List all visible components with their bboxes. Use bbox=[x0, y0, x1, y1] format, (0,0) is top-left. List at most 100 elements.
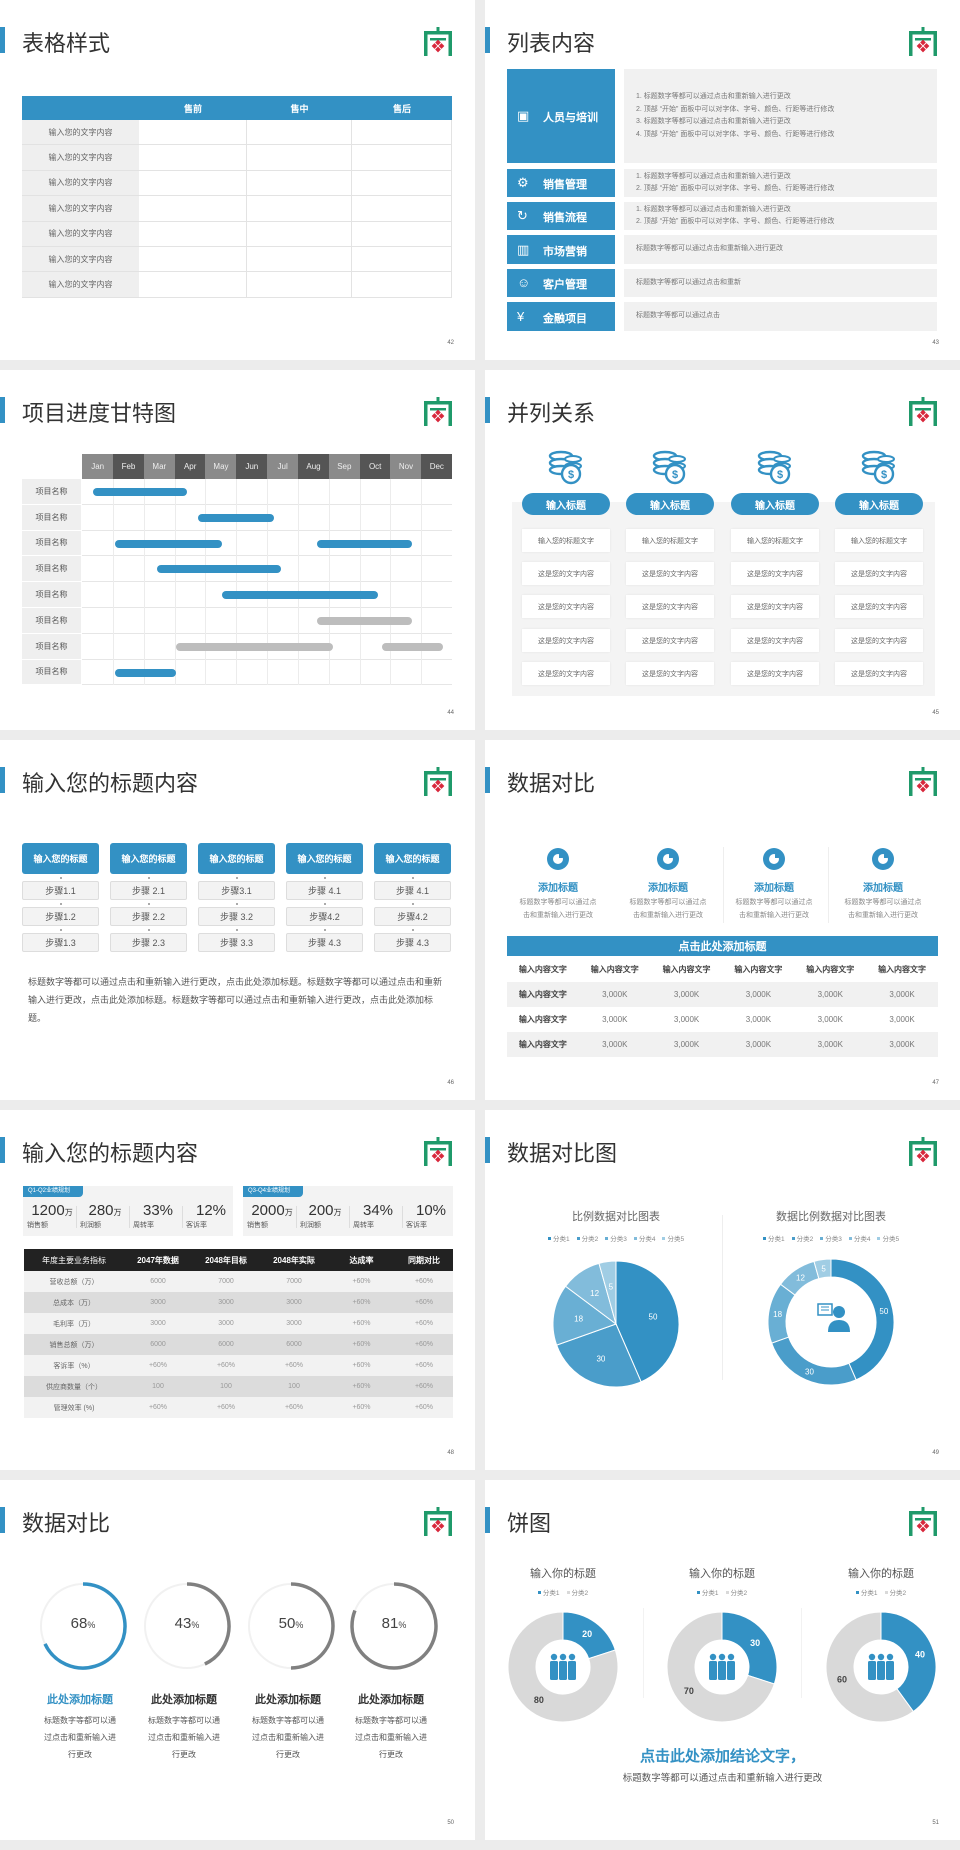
table-header-cell: 输入内容文字 bbox=[878, 964, 927, 974]
legend-swatch bbox=[696, 1590, 700, 1594]
data-label: 18 bbox=[574, 1314, 583, 1323]
slide-43[interactable]: 列表内容 43 ▣ 人员与培训 1. 标题数字等都可以通过点击和重新输入进行更改 2. 顶… bbox=[485, 0, 960, 360]
column-cell: 输入您的标题文字 bbox=[835, 529, 923, 552]
detail-line: 2. 顶部 “开始” 面板中可以对字体、字号、颜色、行距等进行修改 bbox=[636, 185, 835, 192]
conclusion-heading: 点击此处添加结论文字， bbox=[639, 1747, 805, 1765]
data-label: 50 bbox=[879, 1307, 888, 1316]
pie-slice-分类1 bbox=[615, 1260, 680, 1383]
column-cell: 输入您的标题文字 bbox=[522, 529, 610, 552]
legend-item: 分类1 bbox=[547, 1233, 570, 1243]
team-icon bbox=[868, 1653, 894, 1680]
gantt-grid-line bbox=[143, 479, 145, 686]
chart-legend: 分类1 分类2 bbox=[523, 1587, 603, 1597]
step-connector bbox=[148, 903, 150, 905]
table-row-label: 毛利率（万） bbox=[24, 1313, 124, 1334]
pie-chart-icon bbox=[657, 848, 679, 870]
table-cell bbox=[139, 145, 247, 171]
slide-51[interactable]: 饼图 51 输入你的标题 分类1 分类2 20 80 输入你的标题 分类1 分类2 30 70 输入你的… bbox=[485, 1480, 960, 1840]
table-cell bbox=[352, 120, 452, 146]
slide-45[interactable]: 并列关系 45 $ 输入标题 输入您的标题文字 这是您的文字内容 这是您的文字内容 这是您的文… bbox=[485, 370, 960, 730]
user-gear-icon: ⚙ bbox=[517, 175, 529, 190]
kpi-divider bbox=[296, 1206, 297, 1228]
gantt-month-header: Nov bbox=[390, 454, 422, 479]
feature-divider bbox=[723, 847, 724, 923]
legend-swatch bbox=[762, 1236, 766, 1240]
coins-dollar-icon: $ bbox=[652, 450, 686, 485]
progress-number: 50 bbox=[278, 1615, 296, 1632]
list-item-3: ↻ 销售流程 bbox=[507, 202, 615, 230]
table-cell: +60% bbox=[395, 1292, 453, 1313]
slide-title: 数据对比图 bbox=[507, 1141, 618, 1166]
feature-title: 添加标题 bbox=[863, 882, 903, 894]
legend-item: 分类5 bbox=[877, 1233, 899, 1243]
legend-swatch bbox=[855, 1590, 859, 1594]
progress-unit: % bbox=[398, 1620, 407, 1630]
donut-chart: 30 70 bbox=[666, 1611, 778, 1723]
column-cell: 这是您的文字内容 bbox=[835, 662, 923, 685]
step-column-title: 输入您的标题 bbox=[286, 843, 363, 874]
legend-label: 分类4 bbox=[853, 1236, 871, 1243]
legend-label: 分类1 bbox=[552, 1236, 570, 1243]
chart-legend: 分类1 分类2 bbox=[841, 1587, 921, 1597]
table-header-cell: 售后 bbox=[352, 96, 452, 120]
slide-48[interactable]: 输入您的标题内容 48 Q1-Q2业绩规划 1200万 销售额 280万 利润额 33% 周转率… bbox=[0, 1110, 475, 1470]
list-item-5: ☺ 客户管理 bbox=[507, 269, 615, 297]
column-cell: 这是您的文字内容 bbox=[522, 629, 610, 652]
table-cell: 3,000K bbox=[817, 1015, 843, 1024]
table-cell bbox=[352, 272, 452, 298]
data-label: 12 bbox=[590, 1289, 599, 1298]
slide-44[interactable]: 项目进度甘特图 44 Jan Feb Mar Apr May Jun Jul Aug Sep Oct N… bbox=[0, 370, 475, 730]
list-item-4: ▥ 市场营销 bbox=[507, 235, 615, 264]
slide-title: 项目进度甘特图 bbox=[22, 401, 177, 426]
table-header-cell: 2048年目标 bbox=[192, 1249, 260, 1271]
gantt-bar bbox=[156, 565, 281, 574]
list-item-label: 销售流程 bbox=[543, 212, 587, 224]
kpi-label: 销售额 bbox=[27, 1222, 48, 1229]
progress-number: 43 bbox=[174, 1615, 192, 1632]
detail-line: 3. 标题数字等都可以通过点击和重新输入进行更改 bbox=[636, 118, 791, 125]
feature-title: 添加标题 bbox=[538, 882, 578, 894]
slide-47[interactable]: 数据对比 47 添加标题 标题数字等都可以通过点击和重新输入进行更改 添加标题 标题数字等… bbox=[485, 740, 960, 1100]
list-item-label: 客户管理 bbox=[543, 279, 587, 291]
legend-item: 分类4 bbox=[633, 1233, 655, 1243]
table-cell: 7000 bbox=[192, 1271, 260, 1292]
data-label: 60 bbox=[837, 1675, 847, 1685]
kpi-label: 周转率 bbox=[133, 1222, 154, 1229]
slide-46[interactable]: 输入您的标题内容 46 输入您的标题 步骤1.1 步骤1.2 步骤1.3 输入您的标题 步骤 … bbox=[0, 740, 475, 1100]
legend-item: 分类3 bbox=[820, 1233, 842, 1243]
table-cell bbox=[139, 272, 247, 298]
gantt-row-label: 项目名称 bbox=[22, 479, 81, 505]
step-box: 步骤 4.3 bbox=[374, 933, 451, 952]
pie-slice-分类1 bbox=[830, 1258, 895, 1381]
table-row-label: 总成本（万） bbox=[24, 1292, 124, 1313]
logo-icon bbox=[909, 397, 937, 426]
table-cell: 3000 bbox=[124, 1292, 192, 1313]
table-row-label: 输入您的文字内容 bbox=[22, 247, 139, 273]
page-number: 43 bbox=[932, 340, 939, 346]
page-number: 42 bbox=[447, 340, 454, 346]
column-cell: 这是您的文字内容 bbox=[835, 562, 923, 585]
title-accent-bar bbox=[485, 1137, 490, 1163]
detail-line: 标题数字等都可以通过点击和重新 bbox=[636, 278, 741, 286]
table-cell: 3000 bbox=[124, 1313, 192, 1334]
table-cell: +60% bbox=[328, 1292, 395, 1313]
slide-42[interactable]: 表格样式 42 售前 售中 售后 输入您的文字内容 输入您的文字内容 输入您的文字内容 输入您的… bbox=[0, 0, 475, 360]
legend-swatch bbox=[662, 1236, 666, 1240]
step-connector bbox=[236, 877, 238, 879]
legend-swatch bbox=[877, 1236, 881, 1240]
gantt-grid-line bbox=[328, 479, 330, 686]
gantt-month-header: May bbox=[205, 454, 237, 479]
slide-50[interactable]: 数据对比 50 68% 此处添加标题 标题数字等都可以通过点击和重新输入进行更改 43% 此… bbox=[0, 1480, 475, 1840]
table-header-cell: 年度主要业务指标 bbox=[24, 1249, 124, 1271]
panel-tag: Q1-Q2业绩规划 bbox=[23, 1186, 83, 1197]
table-row-label: 供应商数量（个） bbox=[24, 1376, 124, 1397]
step-connector bbox=[60, 929, 62, 931]
kpi-divider bbox=[76, 1206, 77, 1228]
column-cell: 这是您的文字内容 bbox=[731, 629, 819, 652]
slide-49[interactable]: 数据对比图 49 比例数据对比图表 数据比例数据对比图表 分类1 分类2 分类3 分类4 分类5… bbox=[485, 1110, 960, 1470]
detail-line: 标题数字等都可以通过点击和重新输入进行更改 bbox=[636, 245, 783, 253]
table-header-cell bbox=[22, 96, 139, 120]
legend-label: 分类3 bbox=[610, 1236, 627, 1243]
